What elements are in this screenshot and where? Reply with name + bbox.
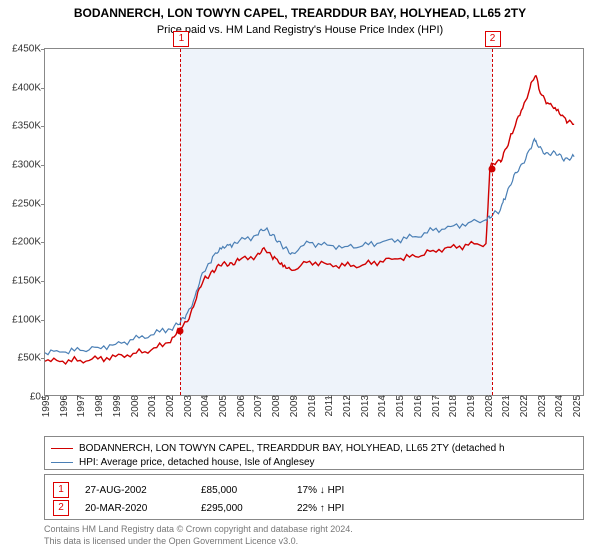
x-tick-label: 2000 [130,395,141,417]
marker-line-1 [180,49,181,395]
y-tick-label: £0 [30,392,41,403]
x-tick-label: 2008 [271,395,282,417]
x-tick-label: 2010 [307,395,318,417]
x-tick-label: 1999 [112,395,123,417]
x-tick-label: 2001 [147,395,158,417]
x-tick-label: 2011 [324,395,335,417]
x-tick-label: 2024 [554,395,565,417]
event-badge: 1 [53,482,69,498]
x-tick-label: 2025 [572,395,583,417]
y-tick-label: £250K [12,198,41,209]
event-row-2: 2 20-MAR-2020 £295,000 22% ↑ HPI [53,499,575,517]
x-tick-label: 2017 [431,395,442,417]
y-tick-label: £450K [12,44,41,55]
y-tick-label: £200K [12,237,41,248]
footer-line1: Contains HM Land Registry data © Crown c… [44,524,353,536]
x-tick-label: 2006 [236,395,247,417]
event-price: £85,000 [201,485,281,496]
event-change: 22% ↑ HPI [297,503,344,514]
legend-label-property: BODANNERCH, LON TOWYN CAPEL, TREARDDUR B… [79,443,505,454]
y-tick-label: £100K [12,314,41,325]
x-tick-label: 2023 [537,395,548,417]
x-tick-label: 2007 [253,395,264,417]
x-tick-label: 2004 [200,395,211,417]
chart-title-line2: Price paid vs. HM Land Registry's House … [0,22,600,36]
event-badge: 2 [53,500,69,516]
y-tick-label: £350K [12,121,41,132]
x-tick-label: 2009 [289,395,300,417]
x-tick-label: 2019 [466,395,477,417]
x-tick-label: 1997 [76,395,87,417]
series-hpi [45,139,574,355]
event-change: 17% ↓ HPI [297,485,344,496]
series-property [45,76,574,364]
y-tick-label: £50K [18,353,41,364]
marker-dot-1 [177,328,184,335]
chart-lines [45,49,583,395]
chart-title-line1: BODANNERCH, LON TOWYN CAPEL, TREARDDUR B… [0,0,600,22]
legend-row-hpi: HPI: Average price, detached house, Isle… [51,455,577,469]
x-tick-label: 2020 [484,395,495,417]
legend-row-property: BODANNERCH, LON TOWYN CAPEL, TREARDDUR B… [51,441,577,455]
x-tick-label: 2002 [165,395,176,417]
x-tick-label: 2012 [342,395,353,417]
x-tick-label: 2022 [519,395,530,417]
x-tick-label: 2005 [218,395,229,417]
y-tick-label: £150K [12,276,41,287]
y-tick-label: £400K [12,82,41,93]
x-tick-label: 2013 [360,395,371,417]
event-date: 27-AUG-2002 [85,485,185,496]
marker-badge-2: 2 [485,31,501,47]
legend-swatch-hpi [51,462,73,463]
x-tick-label: 2015 [395,395,406,417]
x-tick-label: 2016 [413,395,424,417]
event-price: £295,000 [201,503,281,514]
marker-line-2 [492,49,493,395]
x-tick-label: 1998 [94,395,105,417]
x-tick-label: 2003 [183,395,194,417]
legend-label-hpi: HPI: Average price, detached house, Isle… [79,457,315,468]
plot-area: £0£50K£100K£150K£200K£250K£300K£350K£400… [44,48,584,396]
x-tick-label: 2014 [377,395,388,417]
marker-badge-1: 1 [173,31,189,47]
legend-swatch-property [51,448,73,449]
x-tick-label: 1996 [59,395,70,417]
x-tick-label: 2018 [448,395,459,417]
x-tick-label: 1995 [41,395,52,417]
x-tick-label: 2021 [501,395,512,417]
footer-line2: This data is licensed under the Open Gov… [44,536,353,548]
event-row-1: 1 27-AUG-2002 £85,000 17% ↓ HPI [53,481,575,499]
footer-text: Contains HM Land Registry data © Crown c… [44,524,353,547]
chart-container: BODANNERCH, LON TOWYN CAPEL, TREARDDUR B… [0,0,600,560]
legend-box: BODANNERCH, LON TOWYN CAPEL, TREARDDUR B… [44,436,584,470]
marker-dot-2 [488,165,495,172]
event-date: 20-MAR-2020 [85,503,185,514]
events-box: 1 27-AUG-2002 £85,000 17% ↓ HPI 2 20-MAR-2020… [44,474,584,520]
y-tick-label: £300K [12,160,41,171]
